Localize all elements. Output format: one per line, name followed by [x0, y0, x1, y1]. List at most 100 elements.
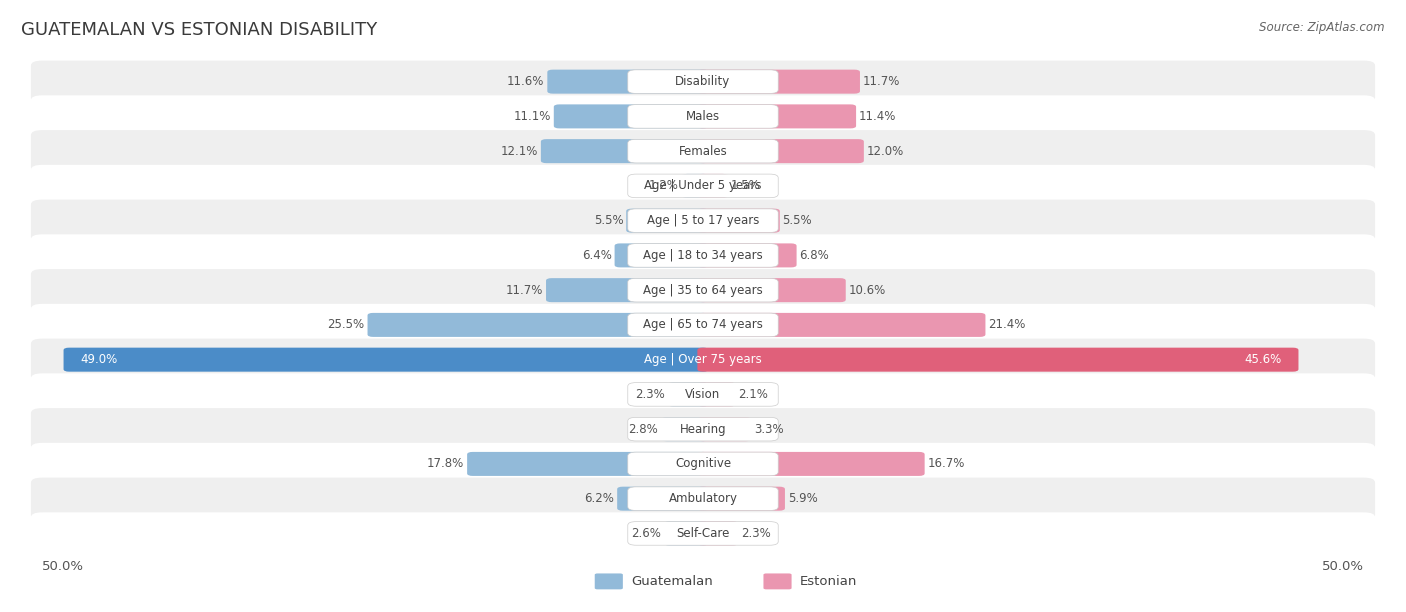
- FancyBboxPatch shape: [627, 244, 779, 267]
- Text: 6.2%: 6.2%: [585, 492, 614, 505]
- FancyBboxPatch shape: [661, 417, 709, 441]
- FancyBboxPatch shape: [697, 209, 780, 233]
- FancyBboxPatch shape: [697, 348, 1299, 371]
- Text: GUATEMALAN VS ESTONIAN DISABILITY: GUATEMALAN VS ESTONIAN DISABILITY: [21, 21, 377, 39]
- FancyBboxPatch shape: [31, 338, 1375, 381]
- Text: 11.7%: 11.7%: [506, 283, 543, 297]
- FancyBboxPatch shape: [697, 174, 728, 198]
- Text: Age | 5 to 17 years: Age | 5 to 17 years: [647, 214, 759, 227]
- FancyBboxPatch shape: [627, 487, 779, 510]
- FancyBboxPatch shape: [697, 244, 797, 267]
- Text: 2.6%: 2.6%: [631, 527, 661, 540]
- FancyBboxPatch shape: [697, 105, 856, 129]
- FancyBboxPatch shape: [627, 452, 779, 476]
- FancyBboxPatch shape: [627, 417, 779, 441]
- Text: 6.8%: 6.8%: [800, 249, 830, 262]
- FancyBboxPatch shape: [31, 95, 1375, 138]
- Text: Estonian: Estonian: [800, 575, 858, 588]
- FancyBboxPatch shape: [626, 209, 709, 233]
- FancyBboxPatch shape: [31, 443, 1375, 485]
- FancyBboxPatch shape: [595, 573, 623, 589]
- FancyBboxPatch shape: [664, 521, 709, 545]
- Text: 2.3%: 2.3%: [741, 527, 770, 540]
- FancyBboxPatch shape: [697, 313, 986, 337]
- Text: Guatemalan: Guatemalan: [631, 575, 713, 588]
- FancyBboxPatch shape: [31, 130, 1375, 172]
- FancyBboxPatch shape: [31, 373, 1375, 416]
- FancyBboxPatch shape: [367, 313, 709, 337]
- Text: 2.1%: 2.1%: [738, 388, 769, 401]
- FancyBboxPatch shape: [697, 278, 846, 302]
- Text: Ambulatory: Ambulatory: [668, 492, 738, 505]
- FancyBboxPatch shape: [31, 269, 1375, 311]
- FancyBboxPatch shape: [627, 105, 779, 128]
- FancyBboxPatch shape: [697, 382, 735, 406]
- Text: 50.0%: 50.0%: [42, 560, 84, 573]
- FancyBboxPatch shape: [614, 244, 709, 267]
- FancyBboxPatch shape: [627, 209, 779, 233]
- FancyBboxPatch shape: [31, 61, 1375, 103]
- Text: 17.8%: 17.8%: [427, 457, 464, 471]
- Text: 12.1%: 12.1%: [501, 144, 538, 158]
- FancyBboxPatch shape: [63, 348, 709, 371]
- FancyBboxPatch shape: [697, 70, 860, 94]
- Text: Age | Under 5 years: Age | Under 5 years: [644, 179, 762, 192]
- Text: 11.1%: 11.1%: [513, 110, 551, 123]
- Text: Source: ZipAtlas.com: Source: ZipAtlas.com: [1260, 21, 1385, 34]
- Text: 45.6%: 45.6%: [1244, 353, 1282, 366]
- Text: 2.3%: 2.3%: [636, 388, 665, 401]
- Text: Age | 65 to 74 years: Age | 65 to 74 years: [643, 318, 763, 332]
- FancyBboxPatch shape: [682, 174, 709, 198]
- Text: 16.7%: 16.7%: [928, 457, 965, 471]
- FancyBboxPatch shape: [31, 165, 1375, 207]
- Text: Self-Care: Self-Care: [676, 527, 730, 540]
- FancyBboxPatch shape: [697, 417, 751, 441]
- Text: 1.5%: 1.5%: [731, 179, 761, 192]
- FancyBboxPatch shape: [627, 278, 779, 302]
- FancyBboxPatch shape: [627, 70, 779, 94]
- FancyBboxPatch shape: [31, 234, 1375, 277]
- Text: 11.7%: 11.7%: [863, 75, 900, 88]
- Text: 10.6%: 10.6%: [849, 283, 886, 297]
- FancyBboxPatch shape: [31, 408, 1375, 450]
- Text: 5.9%: 5.9%: [787, 492, 817, 505]
- Text: 2.8%: 2.8%: [628, 423, 658, 436]
- FancyBboxPatch shape: [547, 70, 709, 94]
- FancyBboxPatch shape: [546, 278, 709, 302]
- Text: 21.4%: 21.4%: [988, 318, 1025, 332]
- FancyBboxPatch shape: [697, 521, 738, 545]
- Text: Males: Males: [686, 110, 720, 123]
- FancyBboxPatch shape: [668, 382, 709, 406]
- FancyBboxPatch shape: [617, 487, 709, 510]
- Text: 25.5%: 25.5%: [328, 318, 364, 332]
- Text: Age | 18 to 34 years: Age | 18 to 34 years: [643, 249, 763, 262]
- Text: 49.0%: 49.0%: [80, 353, 118, 366]
- Text: 1.2%: 1.2%: [650, 179, 679, 192]
- FancyBboxPatch shape: [541, 139, 709, 163]
- FancyBboxPatch shape: [31, 512, 1375, 554]
- FancyBboxPatch shape: [697, 487, 785, 510]
- Text: Hearing: Hearing: [679, 423, 727, 436]
- Text: Vision: Vision: [685, 388, 721, 401]
- Text: Disability: Disability: [675, 75, 731, 88]
- Text: 5.5%: 5.5%: [593, 214, 623, 227]
- FancyBboxPatch shape: [31, 200, 1375, 242]
- FancyBboxPatch shape: [31, 477, 1375, 520]
- FancyBboxPatch shape: [554, 105, 709, 129]
- FancyBboxPatch shape: [697, 139, 863, 163]
- FancyBboxPatch shape: [627, 313, 779, 337]
- FancyBboxPatch shape: [627, 140, 779, 163]
- Text: Cognitive: Cognitive: [675, 457, 731, 471]
- FancyBboxPatch shape: [763, 573, 792, 589]
- Text: Age | Over 75 years: Age | Over 75 years: [644, 353, 762, 366]
- FancyBboxPatch shape: [627, 174, 779, 198]
- FancyBboxPatch shape: [467, 452, 709, 476]
- FancyBboxPatch shape: [31, 304, 1375, 346]
- FancyBboxPatch shape: [697, 452, 925, 476]
- Text: 5.5%: 5.5%: [783, 214, 813, 227]
- Text: 11.4%: 11.4%: [859, 110, 896, 123]
- Text: Age | 35 to 64 years: Age | 35 to 64 years: [643, 283, 763, 297]
- Text: 12.0%: 12.0%: [866, 144, 904, 158]
- FancyBboxPatch shape: [627, 382, 779, 406]
- Text: 11.6%: 11.6%: [508, 75, 544, 88]
